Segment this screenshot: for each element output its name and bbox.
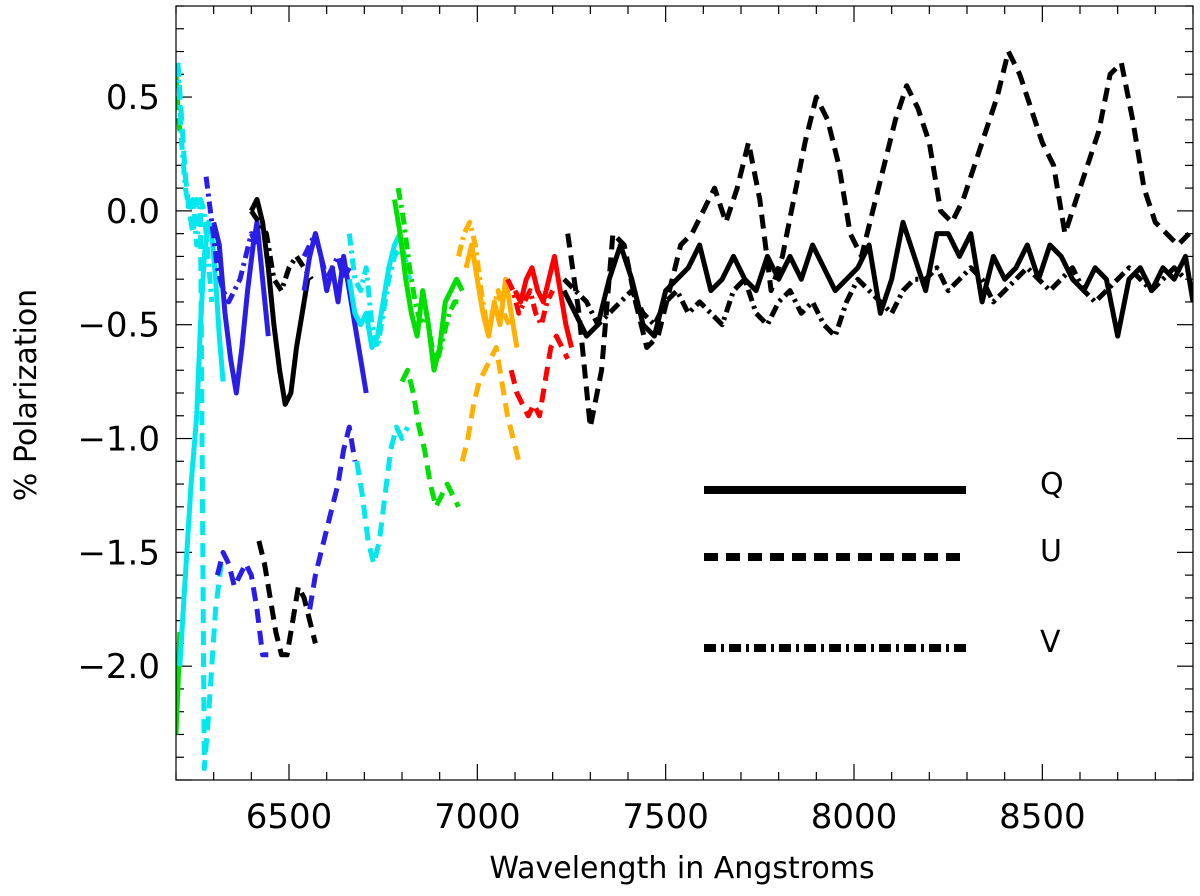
series-line-v-10 — [249, 209, 314, 294]
series-line-v-19 — [395, 187, 461, 362]
series-line-u-15 — [354, 424, 410, 567]
series-line-u-6 — [214, 549, 269, 658]
series-line-v-7 — [203, 176, 260, 305]
series-line-q-5 — [211, 219, 271, 396]
series-line-u-24 — [508, 333, 570, 419]
x-tick-label: 8500 — [999, 797, 1086, 837]
series-line-v-4 — [176, 62, 215, 303]
series-line-q-17 — [392, 199, 465, 373]
y-tick-label: 0.5 — [106, 78, 160, 118]
series-line-v-16 — [346, 233, 412, 350]
x-tick-label: 7500 — [622, 797, 709, 837]
series-line-u-12 — [307, 424, 358, 610]
series-line-u-9 — [256, 540, 318, 658]
series-line-v-22 — [456, 219, 512, 328]
y-tick-labels: 0.5 0.0 −0.5 −1.0 −1.5 −2.0 — [77, 78, 160, 687]
series-line-v-28 — [562, 265, 1188, 339]
y-tick-label: −1.0 — [77, 420, 160, 460]
axis-ticks — [175, 5, 1194, 781]
series-line-u-3 — [176, 62, 224, 772]
legend-label-q: Q — [1040, 467, 1064, 502]
series-line-u-18 — [399, 367, 461, 510]
series-line-u-21 — [459, 345, 522, 462]
y-tick-label: −2.0 — [77, 647, 160, 687]
series-line-q-23 — [512, 253, 574, 349]
x-axis-label: Wavelength in Angstroms — [489, 851, 874, 886]
plot-frame — [175, 5, 1194, 781]
x-tick-labels: 6500 7000 7500 8000 8500 — [246, 797, 1086, 837]
series-line-v-25 — [505, 278, 555, 328]
legend-label-u: U — [1040, 534, 1062, 569]
y-tick-label: −1.5 — [77, 533, 160, 573]
series-line-q-8 — [249, 197, 311, 407]
y-tick-label: −0.5 — [77, 306, 160, 346]
x-tick-label: 8000 — [811, 797, 898, 837]
legend: QU V — [704, 467, 1064, 660]
legend-label-v: V — [1040, 625, 1061, 660]
x-tick-label: 7000 — [434, 797, 521, 837]
series-line-q-2 — [177, 219, 226, 667]
y-tick-label: 0.0 — [106, 192, 160, 232]
series-line-u-27 — [565, 49, 1191, 430]
x-tick-label: 6500 — [246, 797, 333, 837]
series-line-q-20 — [463, 242, 520, 348]
series-group — [176, 49, 1193, 772]
y-axis-label: % Polarization — [9, 289, 44, 501]
